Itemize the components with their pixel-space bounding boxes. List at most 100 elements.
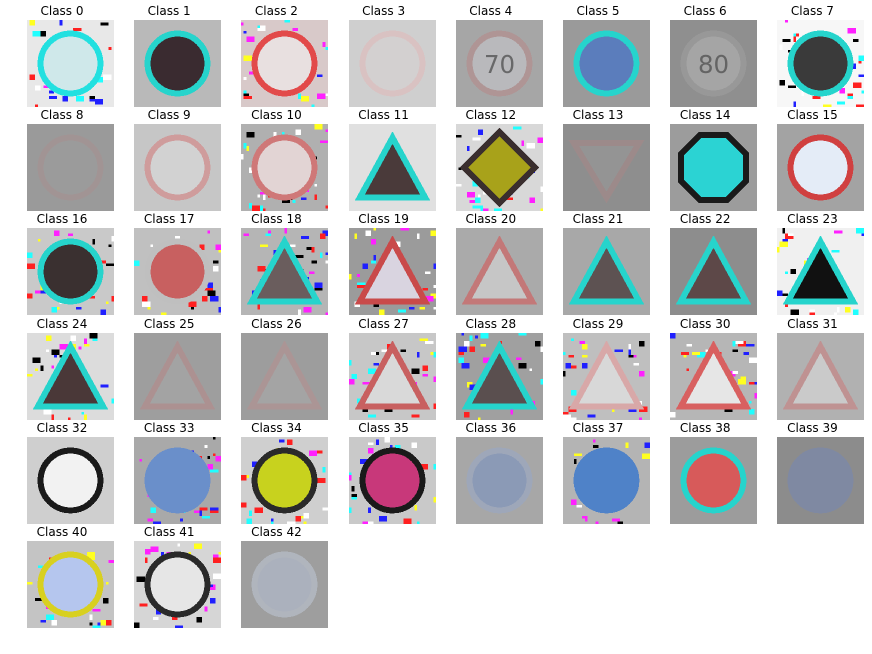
noise-pixel [199, 244, 205, 251]
noise-pixel [27, 581, 33, 585]
class-label: Class 25 [143, 316, 195, 331]
sample-panel: Class 12 [437, 104, 545, 212]
noise-pixel [777, 247, 781, 253]
noise-pixel [59, 20, 63, 26]
noise-pixel [790, 269, 797, 275]
noise-pixel [777, 290, 783, 297]
noise-pixel [848, 93, 854, 97]
class-label: Class 28 [465, 316, 517, 331]
sample-panel: Class 28 [437, 313, 545, 420]
class-label: Class 42 [251, 525, 302, 539]
sign-thumbnail [241, 20, 329, 107]
sign-shape [144, 30, 211, 97]
noise-pixel [571, 338, 574, 341]
sample-panel: Class 0 [8, 0, 116, 107]
noise-pixel [743, 351, 750, 355]
noise-pixel [370, 239, 376, 245]
sign-shape [37, 238, 104, 305]
class-label: Class 20 [465, 212, 517, 227]
noise-pixel [207, 282, 214, 289]
noise-pixel [845, 307, 851, 313]
noise-pixel [785, 304, 789, 308]
noise-pixel [375, 439, 379, 445]
noise-pixel [62, 96, 68, 102]
noise-pixel [51, 365, 55, 368]
sample-panel: Class 9 [115, 104, 223, 212]
noise-pixel [202, 296, 208, 302]
noise-pixel [565, 362, 572, 368]
noise-pixel [518, 332, 527, 336]
noise-pixel [595, 521, 599, 524]
noise-pixel [858, 60, 862, 64]
noise-pixel [582, 354, 588, 358]
sample-panel: Class 31 [758, 313, 866, 420]
noise-pixel [35, 598, 44, 601]
noise-pixel [573, 458, 577, 464]
class-label: Class 31 [787, 316, 838, 331]
sign-image [563, 436, 650, 524]
class-label: Class 10 [251, 108, 302, 123]
noise-pixel [537, 137, 543, 144]
sample-panel: Class 26 [222, 313, 330, 420]
noise-pixel [295, 515, 302, 522]
sign-thumbnail: 70 [455, 20, 543, 107]
noise-pixel [279, 439, 285, 443]
sign-thumbnail [27, 541, 114, 628]
sign-image [455, 124, 543, 212]
sample-panel: Class 33 [115, 417, 223, 524]
noise-pixel [325, 129, 329, 133]
sign-shape [676, 235, 752, 305]
class-label: Class 12 [465, 108, 517, 123]
noise-pixel [161, 551, 165, 558]
noise-pixel [301, 96, 310, 102]
noise-pixel [303, 521, 307, 524]
noise-pixel [810, 309, 816, 313]
noise-pixel [383, 436, 390, 443]
sample-panel: Class 14 [651, 104, 759, 212]
noise-pixel [322, 507, 329, 511]
sample-panel: Class 41 [115, 521, 223, 628]
noise-pixel [424, 340, 433, 344]
sign-thumbnail [27, 228, 114, 316]
noise-pixel [105, 619, 112, 626]
class-label: Class 16 [36, 212, 88, 227]
noise-pixel [837, 101, 846, 105]
noise-pixel [576, 504, 583, 508]
noise-pixel [54, 231, 60, 237]
noise-pixel [633, 362, 640, 366]
noise-pixel [732, 348, 739, 352]
noise-pixel [317, 74, 323, 78]
noise-pixel [823, 104, 832, 107]
noise-pixel [691, 351, 701, 355]
noise-pixel [295, 255, 304, 259]
noise-pixel [177, 543, 181, 547]
noise-pixel [35, 104, 38, 107]
sign-image [134, 541, 222, 628]
sample-panel: Class 21 [544, 208, 652, 316]
noise-pixel [482, 357, 492, 363]
noise-pixel [314, 282, 323, 289]
noise-pixel [534, 340, 541, 347]
noise-pixel [861, 90, 865, 94]
noise-pixel [249, 203, 253, 209]
noise-pixel [194, 510, 203, 513]
noise-pixel [367, 521, 374, 524]
class-label: Class 18 [251, 212, 302, 227]
noise-pixel [853, 82, 862, 88]
sample-panel: Class 37 [544, 417, 652, 524]
noise-pixel [244, 233, 250, 237]
sign-image [348, 228, 436, 316]
noise-pixel [290, 244, 296, 248]
noise-pixel [213, 453, 216, 456]
sign-thumbnail [563, 124, 650, 212]
noise-pixel [100, 619, 106, 626]
noise-pixel [785, 20, 789, 23]
noise-pixel [94, 98, 104, 105]
noise-pixel [422, 365, 428, 371]
noise-pixel [246, 145, 250, 152]
noise-pixel [46, 348, 49, 352]
class-label: Class 22 [679, 212, 731, 227]
noise-pixel [356, 274, 360, 278]
noise-pixel [105, 301, 109, 305]
noise-pixel [244, 93, 250, 97]
